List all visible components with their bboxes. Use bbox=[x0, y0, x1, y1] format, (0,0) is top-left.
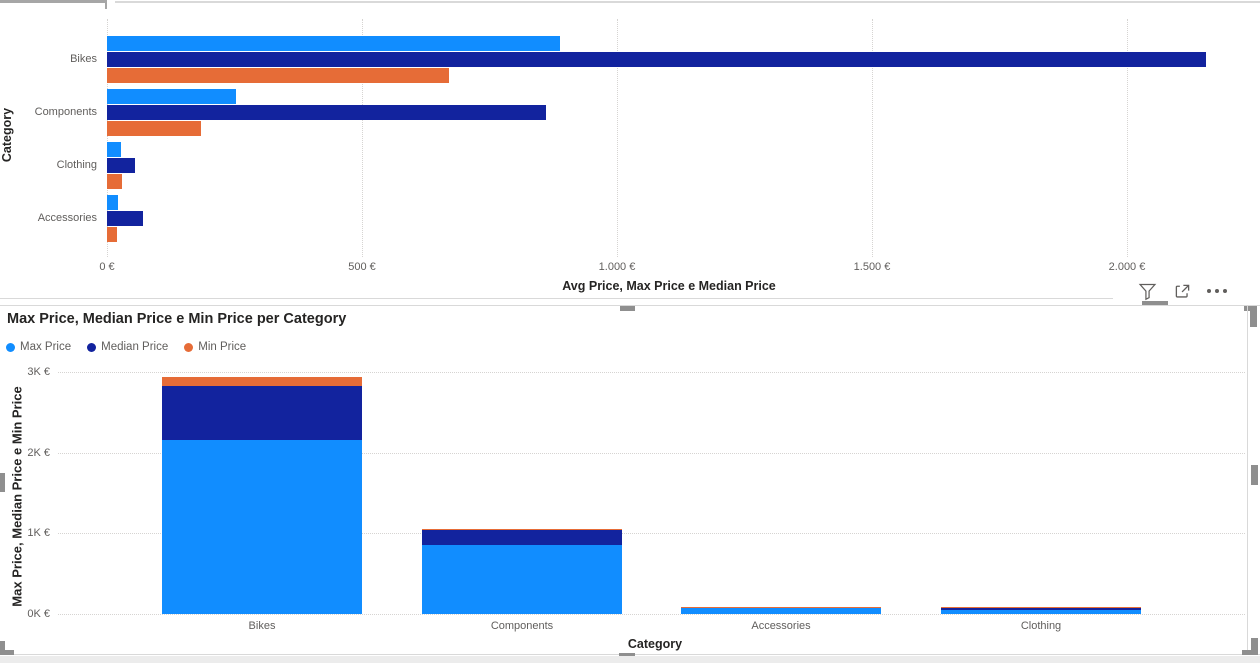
category-label: Accessories bbox=[751, 620, 811, 632]
visual-divider-border bbox=[0, 305, 1260, 306]
plot-area: 0K € 1K € 2K € 3K € bbox=[0, 306, 1260, 620]
category-label: Bikes bbox=[70, 53, 97, 65]
x-tick-label: 1.000 € bbox=[598, 261, 636, 273]
gridline bbox=[58, 614, 1245, 615]
bar-bikes-min-price[interactable] bbox=[162, 376, 362, 387]
bar-accessories-min-price[interactable] bbox=[681, 606, 881, 608]
category-label: Bikes bbox=[248, 620, 276, 632]
bar-bikes-max-price[interactable] bbox=[162, 440, 362, 614]
y-axis-title: Category bbox=[0, 107, 14, 163]
x-tick-label: 0 € bbox=[99, 261, 115, 273]
legend-label: Min Price bbox=[198, 341, 247, 353]
x-axis-title: Avg Price, Max Price e Median Price bbox=[562, 279, 776, 293]
bar-bikes-median-price[interactable] bbox=[162, 386, 362, 441]
legend-item-max-price[interactable]: Max Price bbox=[6, 341, 71, 353]
horizontal-scrollbar-thumb[interactable] bbox=[1142, 301, 1168, 305]
bar-components-max-price[interactable] bbox=[107, 105, 546, 120]
bar-clothing-median-price[interactable] bbox=[107, 174, 123, 189]
left-middle-drag-handle[interactable] bbox=[0, 473, 5, 492]
clipped-visual-top-border bbox=[0, 0, 105, 3]
stacked-column-chart-visual[interactable]: Max Price, Median Price e Min Price per … bbox=[0, 306, 1260, 658]
bar-clothing-min-price[interactable] bbox=[941, 606, 1141, 608]
bar-accessories-avg-price[interactable] bbox=[107, 195, 119, 210]
gridline bbox=[58, 533, 1245, 535]
visual-header-toolbar bbox=[1134, 279, 1230, 303]
category-label: Components bbox=[490, 620, 554, 632]
x-axis-title: Category bbox=[627, 637, 683, 651]
y-tick-label: 2K € bbox=[27, 446, 50, 459]
category-label: Clothing bbox=[1020, 620, 1062, 632]
bar-components-min-price[interactable] bbox=[422, 528, 622, 530]
bar-accessories-max-price[interactable] bbox=[107, 211, 144, 226]
legend-item-min-price[interactable]: Min Price bbox=[184, 341, 246, 353]
visual-top-border bbox=[115, 1, 1260, 3]
vertical-scrollbar-thumb[interactable] bbox=[1250, 306, 1257, 327]
bar-components-median-price[interactable] bbox=[107, 121, 202, 136]
more-options-icon[interactable] bbox=[1204, 279, 1230, 303]
legend-item-median-price[interactable]: Median Price bbox=[87, 341, 168, 353]
legend-label: Median Price bbox=[101, 341, 169, 353]
category-label: Components bbox=[34, 106, 97, 118]
top-middle-drag-handle[interactable] bbox=[620, 306, 635, 311]
filter-icon[interactable] bbox=[1134, 279, 1160, 303]
bottom-right-corner-handle[interactable] bbox=[1251, 638, 1258, 655]
legend: Max Price Median Price Min Price bbox=[6, 341, 246, 353]
bar-clothing-max-price[interactable] bbox=[941, 609, 1141, 614]
bottom-middle-drag-handle[interactable] bbox=[619, 653, 635, 658]
legend-dot bbox=[87, 342, 97, 352]
gridline bbox=[58, 452, 1245, 454]
visual-right-border bbox=[1247, 306, 1248, 655]
x-tick-label: 1.500 € bbox=[853, 261, 891, 273]
bottom-left-corner-handle[interactable] bbox=[0, 650, 14, 655]
focus-mode-icon[interactable] bbox=[1169, 279, 1195, 303]
bar-accessories-median-price[interactable] bbox=[107, 227, 117, 242]
bar-clothing-median-price[interactable] bbox=[941, 607, 1141, 610]
bar-clothing-max-price[interactable] bbox=[107, 158, 135, 173]
bar-components-median-price[interactable] bbox=[422, 529, 622, 545]
legend-label: Max Price bbox=[20, 341, 72, 353]
x-tick-label: 2.000 € bbox=[1108, 261, 1146, 273]
gridline bbox=[362, 19, 363, 257]
category-label: Accessories bbox=[37, 212, 97, 224]
gridline bbox=[107, 19, 108, 257]
gridline bbox=[58, 371, 1245, 373]
chart-title: Max Price, Median Price e Min Price per … bbox=[7, 311, 347, 327]
bar-chart-visual[interactable]: Category Bikes Components Clothing Accessor… bbox=[0, 3, 1260, 305]
legend-dot bbox=[184, 342, 194, 352]
bar-bikes-avg-price[interactable] bbox=[107, 36, 560, 51]
bar-components-avg-price[interactable] bbox=[107, 89, 237, 104]
gridline bbox=[1127, 19, 1128, 257]
y-tick-label: 0K € bbox=[27, 608, 50, 620]
legend-dot bbox=[6, 342, 15, 352]
x-tick-label: 500 € bbox=[348, 261, 376, 273]
gridline bbox=[617, 19, 618, 257]
bar-accessories-max-price[interactable] bbox=[681, 608, 881, 614]
y-tick-label: 3K € bbox=[27, 365, 50, 378]
bar-clothing-avg-price[interactable] bbox=[107, 142, 122, 157]
clipped-visual-corner-notch bbox=[105, 0, 107, 9]
bottom-left-corner-handle[interactable] bbox=[0, 641, 5, 655]
right-middle-drag-handle[interactable] bbox=[1251, 465, 1258, 485]
y-tick-label: 1K € bbox=[27, 527, 50, 540]
canvas-outside-area bbox=[0, 656, 1260, 663]
gridline bbox=[872, 19, 873, 257]
category-label: Clothing bbox=[56, 159, 97, 171]
bar-bikes-median-price[interactable] bbox=[107, 68, 449, 83]
bar-bikes-max-price[interactable] bbox=[107, 52, 1207, 67]
bottom-right-corner-handle[interactable] bbox=[1242, 650, 1258, 655]
visual-bottom-border bbox=[0, 298, 1113, 299]
bar-components-max-price[interactable] bbox=[422, 544, 622, 614]
plot-area bbox=[107, 17, 1258, 257]
